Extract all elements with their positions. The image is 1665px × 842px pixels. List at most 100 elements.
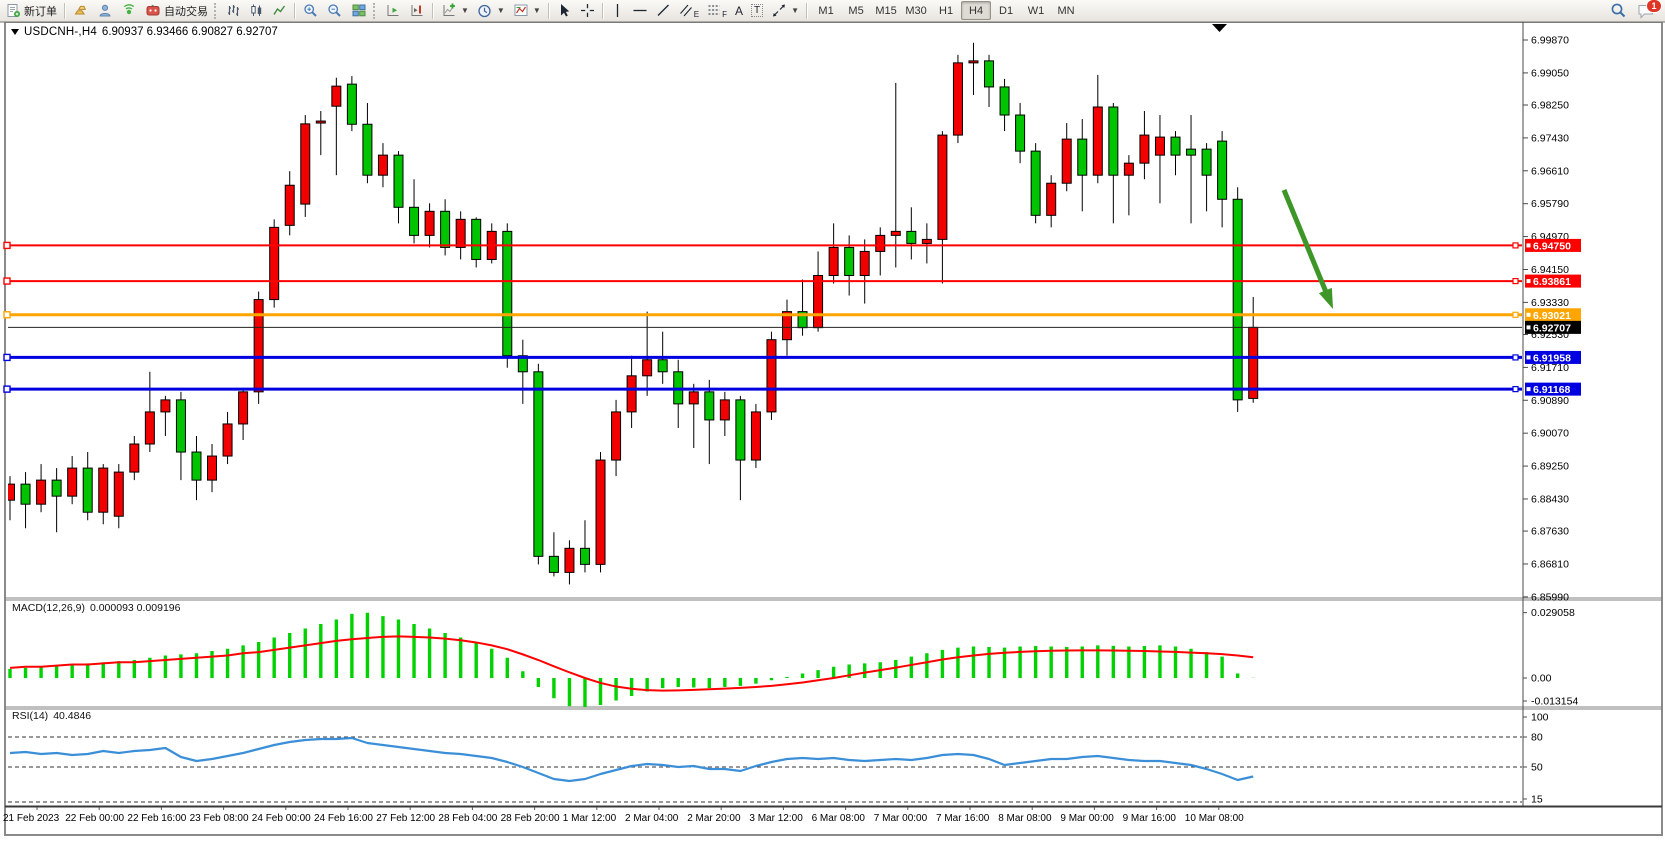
candle [1061, 138, 1072, 184]
tile-windows-button[interactable] [347, 1, 371, 20]
candle [175, 399, 186, 453]
candle [517, 355, 528, 373]
candlestick-icon [251, 4, 262, 16]
hline-anchor[interactable] [1512, 386, 1519, 393]
candlestick-series [8, 42, 1259, 585]
trendline-button[interactable] [652, 1, 675, 20]
timeframe-d1[interactable]: D1 [999, 4, 1014, 17]
hline-anchor[interactable] [3, 311, 11, 319]
rsi-line [9, 736, 1254, 783]
candle [207, 455, 218, 481]
hline-anchor[interactable] [3, 241, 11, 250]
hline-anchor[interactable] [3, 353, 11, 362]
auto-trading-button[interactable]: 自动交易 [141, 1, 212, 20]
text-button[interactable]: A [731, 1, 747, 20]
chart-shift-marker[interactable] [1212, 24, 1227, 32]
auto-trading-label: 自动交易 [164, 5, 208, 18]
price-tick-label: 6.85990 [1531, 591, 1569, 603]
time-axis-label: 22 Feb 16:00 [127, 813, 186, 824]
chevron-down-icon: ▼ [461, 6, 469, 15]
crosshair-icon [580, 4, 594, 17]
new-order-button[interactable]: 新订单 [2, 1, 61, 20]
toolbar: 新订单 自动交易 [0, 0, 1665, 22]
market-watch-button[interactable] [69, 1, 93, 20]
candle [906, 230, 917, 244]
chart-frame [4, 21, 1663, 836]
horizontal-line-button[interactable] [628, 1, 652, 20]
notifications-button[interactable]: 1 [1637, 0, 1662, 19]
timeframe-m30[interactable]: M30 [905, 4, 927, 17]
candle [440, 210, 451, 248]
hline-anchor[interactable] [3, 277, 11, 285]
timeframe-mn[interactable]: MN [1057, 4, 1075, 17]
timeframe-m15[interactable]: M15 [875, 4, 897, 17]
trend-arrow-annotation[interactable] [1281, 189, 1333, 309]
candle [409, 206, 420, 236]
separator [806, 2, 809, 19]
rsi-scale-label: 100 [1531, 712, 1549, 724]
arrows-button[interactable]: ▼ [767, 1, 803, 20]
rsi-pane-label: RSI(14) 40.4846 [12, 710, 91, 722]
crosshair-button[interactable] [576, 1, 599, 20]
bar-chart-button[interactable] [222, 1, 245, 20]
price-tick-label: 6.90890 [1531, 395, 1569, 407]
candle [1139, 134, 1150, 164]
periods-button[interactable]: ▼ [473, 1, 509, 20]
candle [766, 339, 777, 413]
hline-anchor[interactable] [3, 385, 11, 393]
price-tick-label: 6.87630 [1531, 526, 1569, 538]
auto-scroll-button[interactable] [381, 1, 405, 20]
time-axis-label: 9 Mar 16:00 [1123, 813, 1177, 824]
candle [253, 299, 264, 393]
price-tick-label: 6.93330 [1531, 297, 1569, 309]
time-axis-label: 22 Feb 00:00 [65, 813, 124, 824]
vertical-line-button[interactable] [607, 1, 628, 20]
price-tick-label: 6.90070 [1531, 428, 1569, 440]
line-chart-button[interactable] [268, 1, 291, 20]
separator [432, 2, 434, 19]
time-axis-label: 8 Mar 08:00 [998, 813, 1052, 824]
signals-button[interactable] [117, 1, 141, 20]
tile-windows-icon [352, 4, 366, 17]
price-tag-label: 6.92707 [1533, 322, 1571, 334]
search-icon[interactable] [1610, 2, 1627, 19]
macd-name: MACD(12,26,9) [12, 602, 85, 614]
candle [657, 359, 668, 373]
zoom-in-button[interactable] [299, 1, 323, 20]
templates-button[interactable]: ▼ [509, 1, 545, 20]
macd-scale-label: 0.00 [1531, 673, 1552, 685]
hline-anchor[interactable] [1512, 277, 1519, 285]
macd-pane-label: MACD(12,26,9) 0.000093 0.009196 [12, 602, 180, 614]
equidistant-channel-button[interactable]: E [675, 1, 703, 20]
hline-anchor[interactable] [1512, 354, 1519, 361]
chart-shift-button[interactable] [405, 1, 429, 20]
line-chart-icon [273, 5, 286, 15]
time-axis-label: 6 Mar 08:00 [812, 813, 866, 824]
candlestick-chart-button[interactable] [245, 1, 268, 20]
macd-scale-label: 0.029058 [1531, 607, 1575, 619]
candle [113, 471, 124, 517]
time-axis-label: 2 Mar 04:00 [625, 813, 679, 824]
candle [921, 238, 932, 244]
timeframe-h1[interactable]: H1 [939, 4, 954, 17]
fibonacci-button[interactable]: F [703, 1, 731, 20]
indicators-button[interactable]: ▼ [437, 1, 473, 20]
timeframe-m5[interactable]: M5 [848, 4, 864, 17]
zoom-out-button[interactable] [323, 1, 347, 20]
hline-anchor[interactable] [1512, 242, 1519, 249]
price-tick-label: 6.86810 [1531, 558, 1569, 570]
timeframe-h4[interactable]: H4 [961, 1, 992, 20]
candle [346, 83, 357, 125]
symbol-dropdown-icon[interactable] [11, 29, 19, 35]
price-tag [1525, 308, 1581, 322]
symbol-label: USDCNH-,H4 [24, 26, 97, 38]
channel-letter: E [693, 9, 700, 19]
candle [300, 123, 311, 205]
community-button[interactable] [93, 1, 117, 20]
timeframe-w1[interactable]: W1 [1027, 4, 1045, 17]
text-label-button[interactable]: T [747, 1, 767, 20]
timeframe-m1[interactable]: M1 [818, 4, 834, 17]
cursor-button[interactable] [553, 1, 576, 20]
hline-anchor[interactable] [1512, 311, 1519, 318]
candle [579, 547, 590, 565]
